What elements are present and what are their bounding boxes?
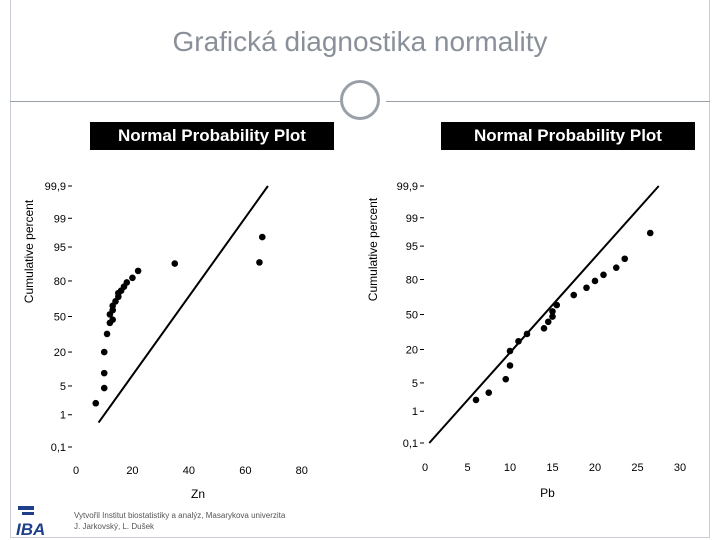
chart-1-fit-line <box>97 185 269 424</box>
chart-2-y-tick-label: 1 <box>412 406 418 418</box>
chart-1-y-tick-label: 99,9 <box>45 181 66 193</box>
chart-1-y-axis-title: Cumulative percent <box>22 199 36 303</box>
chart-1-point <box>100 384 108 392</box>
chart-2-y-tick-label: 50 <box>406 310 418 322</box>
slide-title: Grafická diagnostika normality <box>172 26 548 57</box>
chart-2-x-tick-label: 25 <box>631 462 643 474</box>
chart-2-x-tick-label: 30 <box>674 462 686 474</box>
chart-2-x-tick-label: 15 <box>546 462 558 474</box>
chart-2-y-tick-label: 99 <box>406 213 418 225</box>
chart-1-point <box>100 348 108 356</box>
chart-1-y-tick-label: 1 <box>60 410 66 422</box>
chart-2-y-tick-label: 0,1 <box>403 438 418 450</box>
chart-1-point <box>92 399 100 407</box>
chart-2-x-tick-label: 10 <box>504 462 516 474</box>
chart-2-point <box>472 396 480 404</box>
chart-2-point <box>621 255 629 263</box>
chart-1-point <box>256 259 263 266</box>
chart-2-point <box>570 291 578 299</box>
chart-2-y-axis-title: Cumulative percent <box>366 197 380 301</box>
title-rule-right <box>386 101 710 102</box>
chart-1-y-tick-label: 50 <box>54 312 66 324</box>
chart-1-y-tick-label: 99 <box>54 213 66 225</box>
title-rule-left <box>10 101 340 102</box>
chart-2-point <box>523 330 531 338</box>
chart-2-point <box>591 277 599 285</box>
chart-2-point <box>515 337 522 345</box>
chart-1-x-tick-label: 0 <box>73 465 79 477</box>
slide-frame <box>10 0 710 538</box>
iba-logo: IBA <box>14 502 54 538</box>
footer-line-1: Vytvořil Institut biostatistiky a analýz… <box>74 511 286 520</box>
chart-1-point <box>103 330 111 338</box>
chart-1-point <box>109 316 116 323</box>
chart-1-point <box>134 267 142 275</box>
chart-2-point <box>612 264 620 271</box>
chart-1-y-tick-label: 5 <box>60 381 66 393</box>
logo-text: IBA <box>16 520 45 538</box>
chart-2-point <box>485 389 493 397</box>
chart-1-y-tick-label: 0,1 <box>51 442 66 454</box>
chart-1-x-axis-title: Zn <box>191 487 205 501</box>
chart-1-x-tick-label: 20 <box>126 465 138 477</box>
chart-2-title: Normal Probability Plot <box>441 122 695 150</box>
chart-2-y-tick-label: 20 <box>406 344 418 356</box>
chart-2-x-tick-label: 0 <box>422 462 428 474</box>
chart-1-y-tick-label: 20 <box>54 347 66 359</box>
chart-2-point <box>600 271 607 279</box>
chart-2-point <box>544 318 552 326</box>
footer-text: Vytvořil Institut biostatistiky a analýz… <box>74 510 285 532</box>
chart-1-title: Normal Probability Plot <box>90 122 334 150</box>
chart-2-y-tick-label: 5 <box>412 378 418 390</box>
chart-1-y-tick-label: 95 <box>54 242 66 254</box>
chart-2-point <box>553 301 561 309</box>
chart-2-x-tick-label: 20 <box>589 462 601 474</box>
chart-2-y-tick-label: 99,9 <box>397 181 418 193</box>
chart-2-point <box>506 347 514 355</box>
chart-2-x-axis-title: Pb <box>540 486 555 500</box>
chart-2-point <box>549 313 556 320</box>
chart-2-point <box>583 284 590 292</box>
chart-1-point <box>123 279 131 286</box>
chart-1-point <box>129 274 136 282</box>
chart-2-point <box>549 308 556 315</box>
chart-1-point <box>258 233 266 241</box>
chart-2-point <box>506 362 514 369</box>
title-ring-icon <box>340 80 380 120</box>
chart-2-point <box>502 375 510 383</box>
chart-1-x-tick-label: 60 <box>239 465 251 477</box>
chart-1-x-tick-label: 40 <box>183 465 195 477</box>
chart-2-y-tick-label: 80 <box>406 275 418 287</box>
chart-2-point <box>646 229 654 237</box>
chart-1-point <box>100 369 108 377</box>
chart-2-fit-line <box>428 185 660 444</box>
chart-1-point <box>171 260 179 267</box>
chart-1-y-tick-label: 80 <box>54 276 66 288</box>
chart-1-x-tick-label: 80 <box>296 465 308 477</box>
chart-2-y-tick-label: 95 <box>406 241 418 253</box>
footer-line-2: J. Jarkovský, L. Dušek <box>74 522 155 531</box>
chart-2-x-tick-label: 5 <box>464 462 470 474</box>
chart-2-point <box>540 324 548 332</box>
